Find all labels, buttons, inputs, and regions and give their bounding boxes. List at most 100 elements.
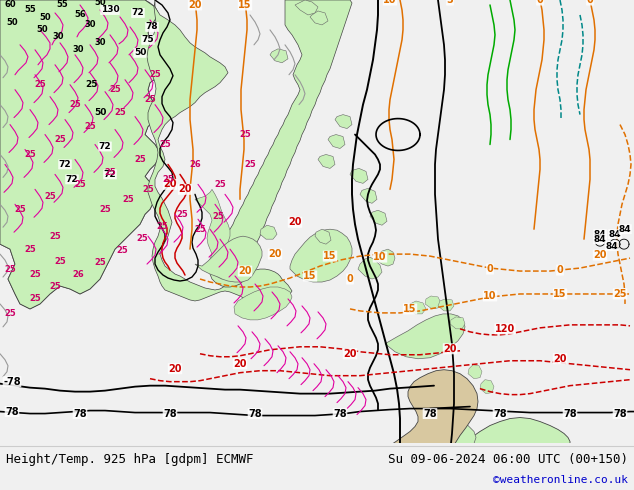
Text: 25: 25	[29, 294, 41, 303]
Polygon shape	[408, 301, 426, 314]
Polygon shape	[468, 365, 482, 379]
Text: 25: 25	[24, 245, 36, 254]
Text: 0: 0	[536, 0, 543, 5]
Polygon shape	[358, 257, 382, 279]
Text: 84: 84	[605, 242, 618, 251]
Text: 78: 78	[493, 409, 507, 418]
Text: 25: 25	[4, 265, 16, 273]
Text: 84: 84	[619, 225, 631, 234]
Text: 15: 15	[238, 0, 252, 10]
Text: 20: 20	[288, 217, 302, 227]
Text: 78: 78	[333, 409, 347, 418]
Text: 25: 25	[212, 212, 224, 220]
Polygon shape	[328, 135, 345, 148]
Text: 10: 10	[383, 0, 397, 5]
Polygon shape	[290, 229, 352, 282]
Text: 10: 10	[373, 252, 387, 262]
Text: 25: 25	[54, 135, 66, 144]
Text: 72: 72	[132, 8, 145, 18]
Polygon shape	[350, 169, 368, 183]
Text: 25: 25	[34, 80, 46, 89]
Text: 25: 25	[613, 289, 627, 299]
Text: 25: 25	[104, 168, 116, 177]
Text: 25: 25	[44, 192, 56, 201]
Text: 25: 25	[74, 180, 86, 189]
Text: 25: 25	[84, 122, 96, 131]
Text: 0: 0	[586, 0, 593, 5]
Text: ©weatheronline.co.uk: ©weatheronline.co.uk	[493, 475, 628, 485]
Text: 25: 25	[54, 257, 66, 266]
Text: 25: 25	[4, 309, 16, 318]
Text: 75: 75	[141, 35, 154, 45]
Text: 78: 78	[163, 409, 177, 418]
Text: 84: 84	[593, 230, 606, 239]
Text: 25: 25	[162, 175, 174, 184]
Text: 30: 30	[94, 38, 106, 48]
Text: 15: 15	[553, 289, 567, 299]
Polygon shape	[147, 0, 292, 302]
Text: 25: 25	[94, 258, 106, 267]
Text: 30: 30	[72, 46, 84, 54]
Text: 25: 25	[176, 210, 188, 219]
Polygon shape	[260, 225, 277, 239]
Text: 56: 56	[74, 10, 86, 20]
Text: 26: 26	[189, 160, 201, 169]
Text: 0: 0	[487, 264, 493, 274]
Text: 25: 25	[136, 234, 148, 243]
Text: 78: 78	[146, 23, 158, 31]
Text: 25: 25	[122, 195, 134, 204]
Text: 20: 20	[553, 354, 567, 364]
Text: 20: 20	[343, 349, 357, 359]
Text: 55: 55	[24, 5, 36, 15]
Text: 25: 25	[214, 180, 226, 189]
Text: 25: 25	[142, 185, 154, 194]
Polygon shape	[395, 420, 476, 443]
Text: 78: 78	[613, 409, 627, 418]
Text: 72: 72	[66, 175, 79, 184]
Polygon shape	[460, 417, 570, 443]
Text: 0: 0	[557, 265, 564, 275]
Polygon shape	[480, 380, 494, 393]
Polygon shape	[310, 11, 328, 25]
Polygon shape	[315, 229, 331, 244]
Text: 78: 78	[248, 409, 262, 418]
Text: 78: 78	[73, 409, 87, 418]
Text: -78: -78	[3, 377, 21, 387]
Text: 78: 78	[423, 409, 437, 418]
Text: 15: 15	[403, 304, 417, 314]
Polygon shape	[210, 0, 352, 287]
Polygon shape	[375, 249, 395, 266]
Text: 25: 25	[109, 85, 121, 94]
Polygon shape	[360, 188, 377, 203]
Text: 20: 20	[238, 266, 252, 276]
Text: 50: 50	[36, 25, 48, 34]
Text: 30: 30	[52, 32, 64, 41]
Text: 20: 20	[188, 0, 202, 10]
Text: 25: 25	[49, 281, 61, 291]
Text: 25: 25	[159, 140, 171, 149]
Text: 25: 25	[134, 155, 146, 164]
Text: 20: 20	[268, 249, 281, 259]
Polygon shape	[295, 0, 318, 15]
Polygon shape	[318, 154, 335, 169]
Polygon shape	[370, 210, 387, 225]
Text: 20: 20	[233, 359, 247, 369]
Text: 25: 25	[149, 70, 161, 79]
Text: 72: 72	[104, 170, 116, 179]
Text: 78: 78	[563, 409, 577, 418]
Text: 84: 84	[593, 235, 606, 244]
Polygon shape	[385, 314, 465, 359]
Text: 25: 25	[239, 130, 251, 139]
Text: 0: 0	[347, 274, 353, 284]
Text: 5: 5	[446, 0, 453, 5]
Text: 25: 25	[49, 232, 61, 241]
Text: 25: 25	[116, 245, 128, 255]
Text: 84: 84	[609, 230, 621, 239]
Text: 25: 25	[14, 205, 26, 214]
Text: Su 09-06-2024 06:00 UTC (00+150): Su 09-06-2024 06:00 UTC (00+150)	[388, 453, 628, 466]
Text: Height/Temp. 925 hPa [gdpm] ECMWF: Height/Temp. 925 hPa [gdpm] ECMWF	[6, 453, 254, 466]
Polygon shape	[393, 370, 478, 443]
Text: 15: 15	[303, 271, 317, 281]
Text: 50: 50	[94, 0, 106, 7]
Text: 60: 60	[4, 0, 16, 9]
